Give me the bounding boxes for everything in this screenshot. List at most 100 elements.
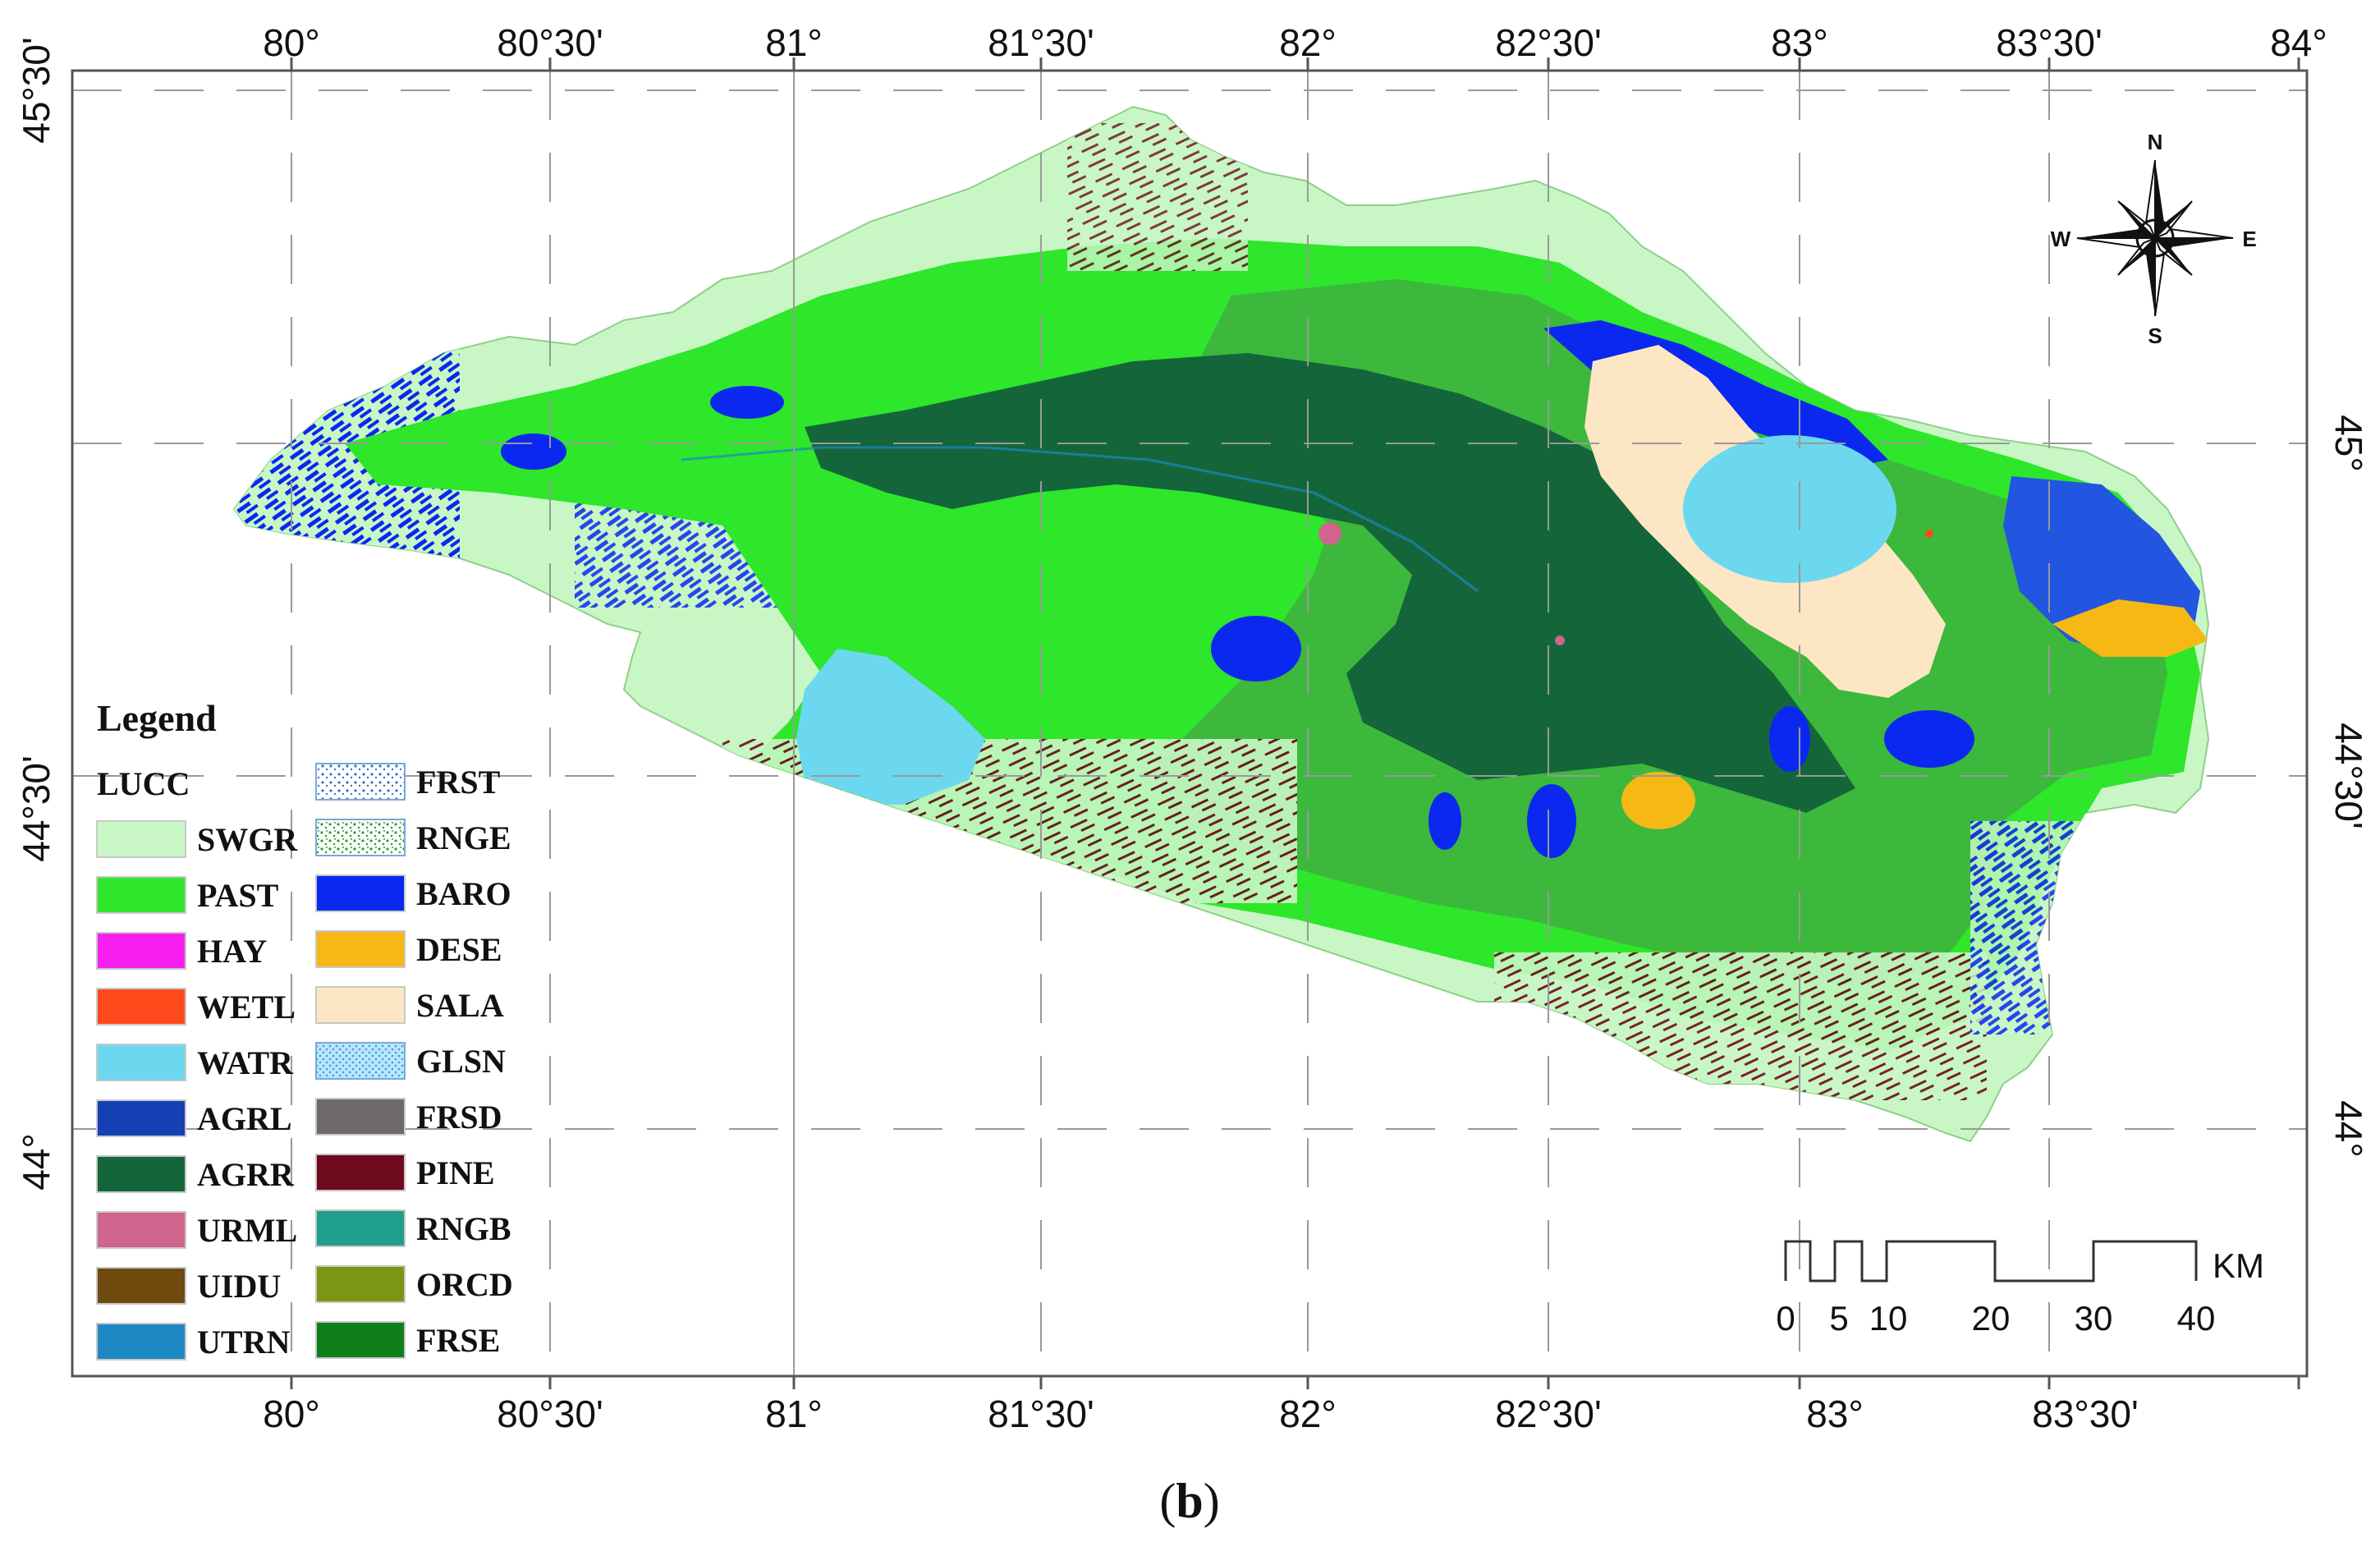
scale-unit: KM xyxy=(2213,1246,2264,1285)
map-frame xyxy=(71,69,2309,1378)
top-label: 82° xyxy=(1279,21,1337,64)
bottom-label: 83°30' xyxy=(2032,1393,2139,1435)
legend-item-agrl: AGRL xyxy=(96,1099,292,1137)
right-label: 44° xyxy=(2327,1100,2370,1158)
scale-label: 30 xyxy=(2075,1299,2113,1338)
legend-swatch xyxy=(315,1209,406,1247)
right-label: 45° xyxy=(2327,415,2370,472)
legend-label: FRSD xyxy=(416,1099,502,1136)
legend-swatch xyxy=(315,930,406,968)
scale-label: 20 xyxy=(1972,1299,2011,1338)
bottom-label: 81°30' xyxy=(988,1393,1094,1435)
legend-item-frst: FRST xyxy=(315,763,501,801)
legend-label: GLSN xyxy=(416,1043,506,1080)
top-label: 80° xyxy=(263,21,320,64)
bottom-label: 81° xyxy=(765,1393,823,1435)
legend-swatch xyxy=(96,820,186,858)
scale-bar: KM 0 5 10 20 30 40 xyxy=(1776,1240,2264,1338)
legend-swatch xyxy=(96,1267,186,1305)
legend-label: UIDU xyxy=(197,1268,281,1305)
legend-swatch xyxy=(315,1321,406,1359)
legend-label: AGRL xyxy=(197,1100,292,1137)
top-label: 83°30' xyxy=(1996,21,2103,64)
bottom-label: 82° xyxy=(1279,1393,1337,1435)
compass-rose-icon xyxy=(2076,159,2234,317)
axis-ticks xyxy=(290,57,2300,1389)
caption-letter: b xyxy=(1176,1474,1203,1528)
legend-item-pine: PINE xyxy=(315,1154,495,1191)
west-lake xyxy=(796,649,985,805)
left-label: 44°30' xyxy=(15,755,57,862)
legend-swatch xyxy=(96,1099,186,1137)
legend-label: BARO xyxy=(416,875,511,912)
scale-label: 40 xyxy=(2177,1299,2216,1338)
legend-label: RNGE xyxy=(416,819,511,856)
scale-bar-line xyxy=(1784,1240,2198,1283)
legend-item-glsn: GLSN xyxy=(315,1042,506,1080)
top-label: 82°30' xyxy=(1495,21,1602,64)
legend-title: Legend xyxy=(97,697,217,739)
legend-item-uidu: UIDU xyxy=(96,1267,281,1305)
top-label: 81°30' xyxy=(988,21,1094,64)
legend-label: HAY xyxy=(197,933,267,970)
agrr-zone xyxy=(805,353,1855,813)
basin-landcover xyxy=(232,105,2210,1143)
figure-caption: (b) xyxy=(1159,1474,1219,1528)
left-label: 45°30' xyxy=(15,37,57,144)
top-label: 83° xyxy=(1771,21,1828,64)
legend-item-wetl: WETL xyxy=(96,988,296,1026)
legend-swatch xyxy=(315,874,406,912)
legend-item-past: PAST xyxy=(96,876,279,914)
legend-label: DESE xyxy=(416,931,502,968)
legend-label: ORCD xyxy=(416,1266,513,1303)
legend-label: AGRR xyxy=(197,1156,295,1193)
legend-item-sala: SALA xyxy=(315,986,504,1024)
bottom-longitude-axis: 80° 80°30' 81° 81°30' 82° 82°30' 83° 83°… xyxy=(263,1393,2139,1435)
legend-swatch xyxy=(96,1323,186,1361)
caption-close: ) xyxy=(1204,1474,1220,1528)
scale-label: 5 xyxy=(1829,1299,1848,1338)
top-longitude-axis: 80° 80°30' 81° 81°30' 82° 82°30' 83° 83°… xyxy=(263,21,2327,64)
caption-open: ( xyxy=(1159,1474,1176,1528)
legend-swatch xyxy=(96,932,186,970)
legend-item-frse: FRSE xyxy=(315,1321,500,1359)
legend-label: FRSE xyxy=(416,1322,500,1359)
legend-item-baro: BARO xyxy=(315,874,511,912)
legend-swatch xyxy=(315,1154,406,1191)
legend-swatch xyxy=(96,876,186,914)
legend-swatch xyxy=(315,819,406,856)
legend-swatch xyxy=(315,763,406,801)
north-arrow: N S E W xyxy=(2051,130,2257,348)
legend-item-rnge: RNGE xyxy=(315,819,511,856)
legend-label: URML xyxy=(197,1212,297,1249)
bottom-label: 80° xyxy=(263,1393,320,1435)
legend-swatch xyxy=(96,1211,186,1249)
legend-item-watr: WATR xyxy=(96,1044,294,1081)
left-label: 44° xyxy=(15,1133,57,1191)
map-legend: Legend LUCC SWGR PAST HAY WETL WATR AGRL AGRR U… xyxy=(96,697,513,1361)
lake-water xyxy=(1683,435,1896,583)
legend-item-frsd: FRSD xyxy=(315,1098,502,1136)
top-label: 80°30' xyxy=(497,21,603,64)
east-dese xyxy=(2052,599,2208,657)
legend-swatch xyxy=(315,1265,406,1303)
left-latitude-axis: 45°30' 44°30' 44° xyxy=(15,37,57,1191)
legend-label: PAST xyxy=(197,877,279,914)
legend-item-agrr: AGRR xyxy=(96,1155,295,1193)
legend-label: SWGR xyxy=(197,821,298,858)
legend-item-dese: DESE xyxy=(315,930,502,968)
bottom-label: 82°30' xyxy=(1495,1393,1602,1435)
legend-item-orcd: ORCD xyxy=(315,1265,513,1303)
legend-item-utrn: UTRN xyxy=(96,1323,290,1361)
bottom-label: 83° xyxy=(1806,1393,1864,1435)
right-label: 44°30' xyxy=(2327,723,2370,829)
compass-east: E xyxy=(2242,227,2256,251)
legend-item-swgr: SWGR xyxy=(96,820,298,858)
legend-swatch xyxy=(315,1042,406,1080)
top-label: 84° xyxy=(2270,21,2327,64)
legend-item-hay: HAY xyxy=(96,932,267,970)
compass-north: N xyxy=(2148,130,2163,154)
legend-swatch xyxy=(96,988,186,1026)
legend-label: PINE xyxy=(416,1154,495,1191)
